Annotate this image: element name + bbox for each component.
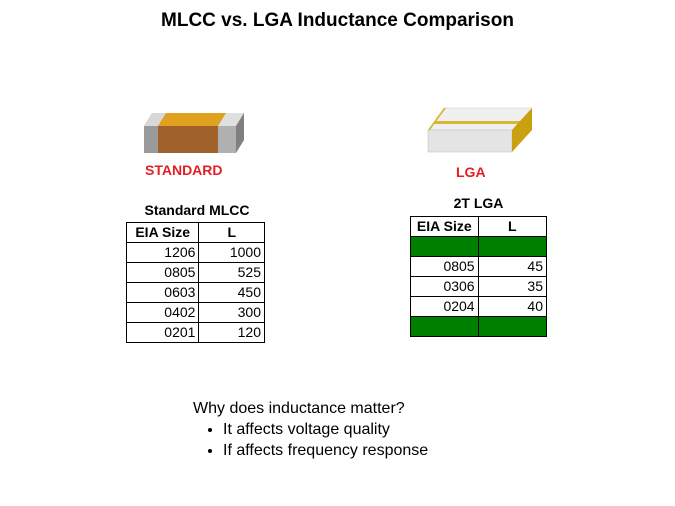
- row: 0201 120: [125, 322, 265, 343]
- row: 0805 525: [125, 262, 265, 283]
- mlcc-chip-image: [144, 113, 244, 153]
- size-cell: 0805: [125, 262, 200, 283]
- size-cell: 0201: [125, 322, 200, 343]
- l-cell: 1000: [198, 242, 265, 263]
- l-cell: 40: [477, 296, 548, 317]
- lga-chip-image: [427, 107, 533, 153]
- header-cell: L: [198, 222, 265, 243]
- l-cell: 525: [198, 262, 265, 283]
- size-cell: 0402: [125, 302, 200, 323]
- lga-table: EIA Size L 0805 45 0306 35 0204 40: [410, 216, 548, 337]
- bullet-item: It affects voltage quality: [223, 419, 428, 440]
- size-cell: 0603: [125, 282, 200, 303]
- bullet-item: If affects frequency response: [223, 440, 428, 461]
- header-row: EIA Size L: [125, 222, 265, 243]
- header-cell: EIA Size: [410, 216, 479, 237]
- standard-label: STANDARD: [145, 162, 223, 178]
- size-cell: 0805: [410, 256, 479, 277]
- notes: Why does inductance matter? It affects v…: [193, 398, 428, 461]
- standard-table-title: Standard MLCC: [144, 202, 250, 218]
- l-cell: 35: [477, 276, 548, 297]
- row: 0805 45: [410, 256, 548, 277]
- row: 0306 35: [410, 276, 548, 297]
- green-cell: [410, 316, 479, 337]
- l-cell: 300: [198, 302, 265, 323]
- l-cell: 45: [477, 256, 548, 277]
- bullet-list: It affects voltage quality If affects fr…: [193, 419, 428, 461]
- green-cell: [410, 236, 479, 257]
- lga-table-title: 2T LGA: [453, 195, 504, 211]
- green-row: [410, 316, 548, 337]
- size-cell: 0204: [410, 296, 479, 317]
- lga-label: LGA: [456, 164, 486, 180]
- l-cell: 120: [198, 322, 265, 343]
- size-cell: 1206: [125, 242, 200, 263]
- question: Why does inductance matter?: [193, 400, 405, 417]
- row: 1206 1000: [125, 242, 265, 263]
- row: 0603 450: [125, 282, 265, 303]
- slide-title: MLCC vs. LGA Inductance Comparison: [161, 10, 514, 31]
- row: 0204 40: [410, 296, 548, 317]
- standard-table: EIA Size L 1206 1000 0805 525 0603 450 0402…: [125, 222, 265, 343]
- row: 0402 300: [125, 302, 265, 323]
- header-cell: L: [477, 216, 548, 237]
- l-cell: 450: [198, 282, 265, 303]
- green-row: [410, 236, 548, 257]
- green-cell: [477, 236, 548, 257]
- green-cell: [477, 316, 548, 337]
- header-cell: EIA Size: [125, 222, 200, 243]
- header-row: EIA Size L: [410, 216, 548, 237]
- size-cell: 0306: [410, 276, 479, 297]
